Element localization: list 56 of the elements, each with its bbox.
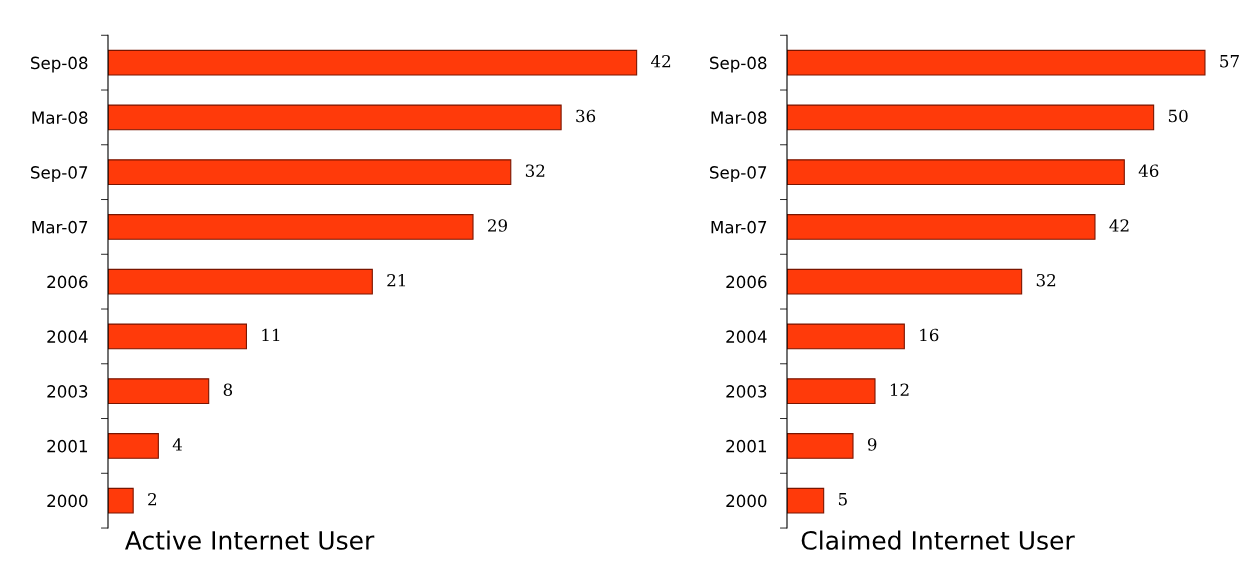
- bar: [108, 49, 638, 76]
- y-tick-label: 2006: [47, 275, 88, 289]
- bar: [787, 487, 825, 514]
- data-label: 50: [1168, 109, 1188, 123]
- bar: [787, 268, 1023, 295]
- data-label: 46: [1138, 164, 1159, 177]
- y-tick-label: 2004: [47, 330, 88, 343]
- y-tick-label: Mar-07: [711, 220, 767, 234]
- bar: [108, 268, 373, 295]
- bar: [108, 433, 159, 459]
- y-tick-label: 2000: [47, 494, 88, 508]
- y-tick-label: 2000: [726, 494, 767, 508]
- bar: [108, 323, 248, 350]
- x-axis-title: Active Internet User: [125, 530, 375, 550]
- y-tick-label: 2001: [726, 439, 767, 453]
- bar: [787, 433, 854, 459]
- data-label: 42: [1109, 219, 1129, 232]
- bar: [787, 159, 1125, 186]
- y-tick-label: 2004: [726, 330, 767, 343]
- y-tick-label: Sep-08: [31, 56, 88, 73]
- data-label: 57: [1220, 55, 1239, 68]
- data-label: 21: [387, 273, 406, 287]
- bar: [108, 214, 474, 240]
- data-label: 42: [651, 54, 671, 68]
- y-tick-label: Mar-08: [32, 111, 88, 124]
- data-label: 36: [576, 109, 596, 123]
- bar: [787, 323, 905, 350]
- x-axis-title: Claimed Internet User: [801, 530, 1075, 550]
- y-tick-label: Sep-07: [31, 166, 88, 182]
- y-tick-label: Sep-08: [710, 56, 767, 73]
- y-tick-label: 2006: [726, 275, 767, 289]
- y-tick-label: Sep-07: [710, 166, 767, 182]
- bar: [787, 104, 1155, 131]
- y-tick-label: 2003: [726, 385, 767, 398]
- data-label: 29: [488, 219, 507, 232]
- data-label: 8: [223, 383, 233, 396]
- bar: [787, 49, 1206, 76]
- data-label: 4: [172, 438, 182, 451]
- y-tick-label: 2003: [47, 385, 88, 398]
- data-label: 32: [1036, 273, 1056, 287]
- y-tick-label: Mar-08: [711, 111, 767, 124]
- data-label: 5: [838, 493, 847, 506]
- data-label: 32: [525, 164, 545, 177]
- bar: [787, 214, 1096, 240]
- bar: [108, 487, 134, 514]
- y-tick-label: Mar-07: [32, 220, 88, 234]
- data-label: 9: [867, 438, 877, 451]
- bar: [108, 104, 562, 131]
- bar: [108, 159, 512, 186]
- bar: [108, 378, 210, 405]
- data-label: 16: [920, 328, 939, 342]
- bar: [787, 378, 876, 405]
- y-tick-label: 2001: [47, 439, 88, 453]
- data-label: 12: [890, 383, 909, 396]
- data-label: 2: [148, 492, 157, 506]
- data-label: 11: [262, 328, 280, 341]
